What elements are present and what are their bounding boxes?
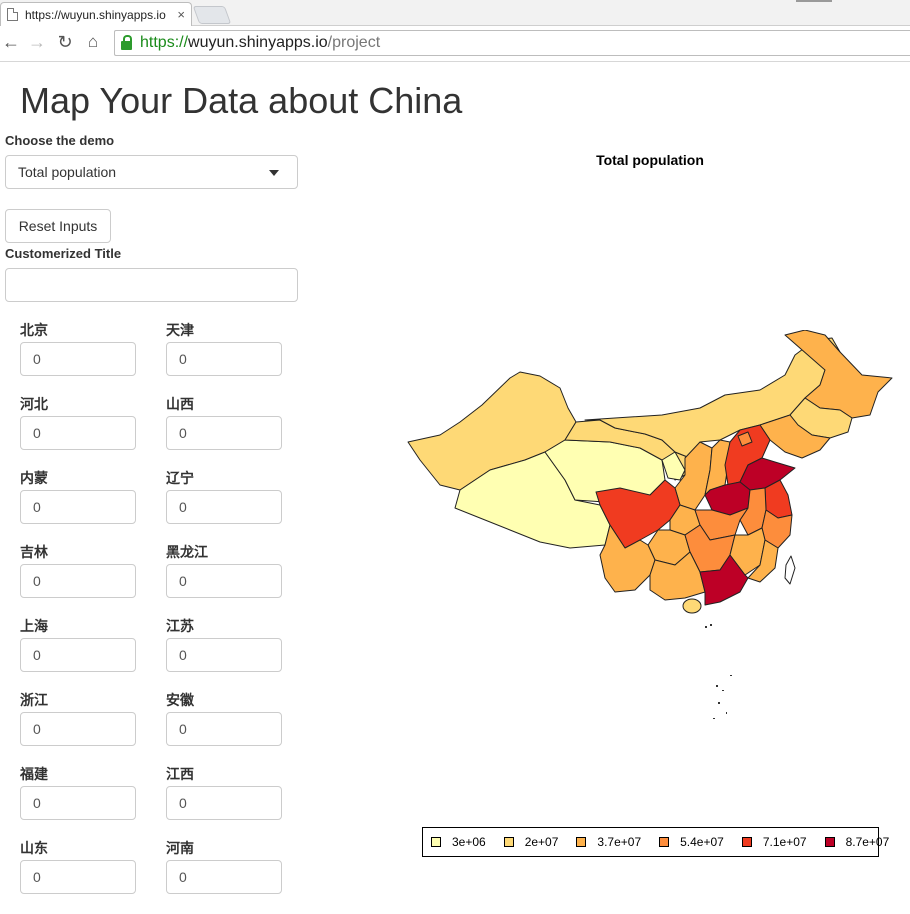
province-value-input[interactable]: 0 xyxy=(20,416,136,450)
region-guangxi xyxy=(649,551,706,601)
region-ningxia xyxy=(661,451,686,481)
legend-label: 8.7e+07 xyxy=(845,835,890,849)
region-yunnan xyxy=(599,524,656,593)
browser-tab-bar: https://wuyun.shinyapps.io × xyxy=(0,0,910,26)
province-label: 安徽 xyxy=(166,693,194,709)
page-icon xyxy=(7,8,18,21)
region-hainan xyxy=(682,598,702,614)
region-shaanxi xyxy=(674,441,713,511)
province-label: 福建 xyxy=(20,767,48,783)
legend-item: 8.7e+07 xyxy=(824,835,890,849)
province-value-input[interactable]: 0 xyxy=(166,342,282,376)
province-value-input[interactable]: 0 xyxy=(166,416,282,450)
south-sea-islands xyxy=(705,624,732,719)
province-label: 河北 xyxy=(20,397,48,413)
province-value-input[interactable]: 0 xyxy=(20,860,136,894)
url-host: wuyun.shinyapps.io xyxy=(188,34,328,51)
province-label: 黑龙江 xyxy=(166,545,208,561)
province-label: 山东 xyxy=(20,841,48,857)
legend-item: 3e+06 xyxy=(431,835,486,849)
demo-select[interactable]: Total population xyxy=(5,155,298,189)
legend-label: 7.1e+07 xyxy=(762,835,807,849)
province-label: 山西 xyxy=(166,397,194,413)
china-choropleth-map xyxy=(407,330,893,719)
legend-swatch xyxy=(503,837,514,847)
address-bar[interactable]: https:// wuyun.shinyapps.io /project xyxy=(114,30,910,56)
reload-icon[interactable]: ↻ xyxy=(57,31,73,52)
province-value-input[interactable]: 0 xyxy=(20,712,136,746)
province-label: 浙江 xyxy=(20,693,48,709)
province-label: 内蒙 xyxy=(20,471,48,487)
province-value-input[interactable]: 0 xyxy=(20,564,136,598)
legend-swatch xyxy=(659,837,670,847)
legend-label: 2e+07 xyxy=(524,835,559,849)
custom-title-label: Customerized Title xyxy=(5,246,122,261)
map-legend: 3e+06 2e+07 3.7e+07 5.4e+07 7.1e+07 8.7e+07 xyxy=(422,827,889,857)
province-value-input[interactable]: 0 xyxy=(20,786,136,820)
legend-swatch xyxy=(431,837,441,847)
legend-label: 5.4e+07 xyxy=(680,835,724,849)
region-xinjiang xyxy=(407,371,577,491)
region-taiwan xyxy=(784,555,796,585)
legend-item: 2e+07 xyxy=(503,835,559,849)
province-value-input[interactable]: 0 xyxy=(166,564,282,598)
province-value-input[interactable]: 0 xyxy=(166,860,282,894)
region-heilongjiang xyxy=(784,330,893,419)
demo-selected-value: Total population xyxy=(18,164,117,180)
province-value-input[interactable]: 0 xyxy=(166,638,282,672)
browser-tab[interactable]: https://wuyun.shinyapps.io × xyxy=(0,2,192,26)
demo-label: Choose the demo xyxy=(5,133,115,148)
legend-label: 3.7e+07 xyxy=(597,835,642,849)
forward-arrow-icon[interactable]: → xyxy=(28,31,46,52)
region-guangdong xyxy=(699,554,749,606)
page-title: Map Your Data about China xyxy=(20,80,463,121)
legend-label: 3e+06 xyxy=(452,835,486,849)
province-label: 吉林 xyxy=(20,545,48,561)
caret-down-icon xyxy=(269,170,279,176)
new-tab-button[interactable] xyxy=(192,6,232,24)
custom-title-input[interactable] xyxy=(5,268,298,302)
province-label: 北京 xyxy=(20,323,48,339)
province-value-input[interactable]: 0 xyxy=(166,712,282,746)
map-title: Total population xyxy=(596,152,704,168)
window-control-icon[interactable] xyxy=(796,0,832,2)
province-value-input[interactable]: 0 xyxy=(166,786,282,820)
legend-swatch xyxy=(576,837,587,847)
url-scheme: https:// xyxy=(140,34,189,51)
tab-title: https://wuyun.shinyapps.io xyxy=(25,7,166,22)
reset-inputs-button[interactable]: Reset Inputs xyxy=(5,209,111,243)
province-value-input[interactable]: 0 xyxy=(20,342,136,376)
province-label: 河南 xyxy=(166,841,194,857)
province-label: 上海 xyxy=(20,619,48,635)
browser-toolbar: ← → ↻ ⌂ https:// wuyun.shinyapps.io /pro… xyxy=(0,26,910,62)
province-value-input[interactable]: 0 xyxy=(20,490,136,524)
province-value-input[interactable]: 0 xyxy=(166,490,282,524)
region-fujian xyxy=(747,539,779,583)
province-label: 辽宁 xyxy=(166,471,194,487)
legend-swatch xyxy=(741,837,752,847)
province-label: 江西 xyxy=(166,767,194,783)
home-icon[interactable]: ⌂ xyxy=(87,32,99,51)
province-label: 天津 xyxy=(166,323,194,339)
url-path: /project xyxy=(327,34,381,51)
province-label: 江苏 xyxy=(166,619,194,635)
lock-icon xyxy=(121,35,132,50)
close-tab-icon[interactable]: × xyxy=(177,7,185,22)
province-value-input[interactable]: 0 xyxy=(20,638,136,672)
legend-item: 7.1e+07 xyxy=(741,835,807,849)
back-arrow-icon[interactable]: ← xyxy=(2,31,20,52)
legend-item: 5.4e+07 xyxy=(659,835,724,849)
legend-swatch xyxy=(824,837,835,847)
region-beijing xyxy=(737,431,753,447)
legend-item: 3.7e+07 xyxy=(576,835,641,849)
